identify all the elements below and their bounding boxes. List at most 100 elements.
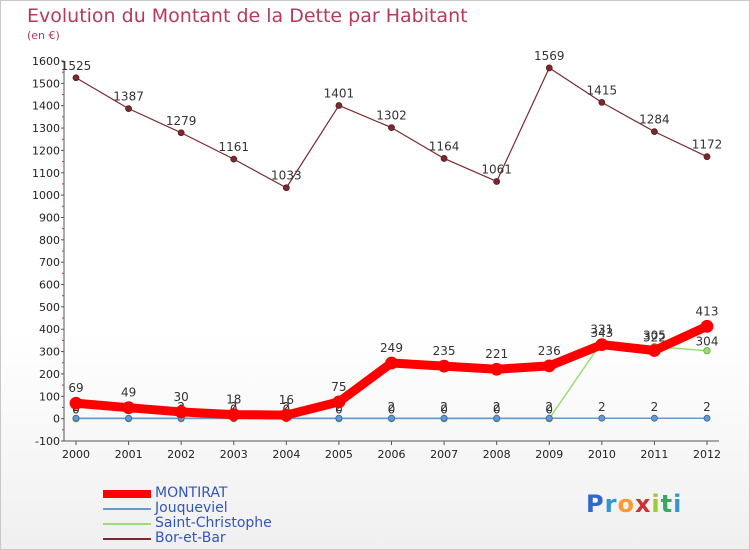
data-label-montirat: 18 xyxy=(226,393,241,407)
legend-item-montirat: MONTIRAT xyxy=(103,486,272,501)
data-label-montirat: 75 xyxy=(331,380,346,394)
data-label-montirat: 236 xyxy=(538,344,561,358)
data-label-jouqueviel: 2 xyxy=(703,400,711,414)
data-label-montirat: 235 xyxy=(433,344,456,358)
data-point-montirat xyxy=(279,408,293,422)
x-tick-label: 2009 xyxy=(535,448,563,461)
x-tick-label: 2003 xyxy=(220,448,248,461)
x-tick-label: 2006 xyxy=(378,448,406,461)
y-tick-label: 400 xyxy=(39,323,60,336)
y-tick-label: -100 xyxy=(35,435,60,448)
data-point-montirat xyxy=(490,362,504,376)
data-point-bor-et-bar xyxy=(388,124,395,132)
legend-label: MONTIRAT xyxy=(155,485,228,501)
legend-item-jouqueviel: Jouqueviel xyxy=(103,501,272,516)
legend-item-saint-christophe: Saint-Christophe xyxy=(103,516,272,531)
legend-label: Jouqueviel xyxy=(155,500,228,516)
y-tick-label: 200 xyxy=(39,368,60,381)
x-tick-label: 2000 xyxy=(62,448,90,461)
data-point-montirat xyxy=(648,344,661,357)
data-label-saint-christophe: 0 xyxy=(440,403,448,417)
y-tick-label: 1600 xyxy=(32,55,60,68)
data-label-bor-et-bar: 1401 xyxy=(324,86,355,100)
chart-title: Evolution du Montant de la Dette par Hab… xyxy=(27,5,468,27)
data-point-jouqueviel xyxy=(703,414,711,422)
data-point-montirat xyxy=(437,359,451,373)
data-label-bor-et-bar: 1033 xyxy=(271,169,302,183)
data-point-jouqueviel xyxy=(598,414,606,422)
data-label-montirat: 49 xyxy=(121,386,136,400)
x-tick-label: 2002 xyxy=(167,448,195,461)
data-label-saint-christophe: 0 xyxy=(388,403,396,417)
legend-label: Saint-Christophe xyxy=(155,515,272,531)
data-label-saint-christophe: 322 xyxy=(643,331,666,345)
data-point-montirat xyxy=(595,338,609,352)
x-tick-label: 2012 xyxy=(693,448,721,461)
data-label-montirat: 305 xyxy=(643,328,666,342)
data-point-bor-et-bar xyxy=(282,184,290,192)
y-tick-label: 1000 xyxy=(32,189,60,202)
data-point-montirat xyxy=(174,405,188,419)
data-point-montirat xyxy=(69,396,83,410)
legend-item-bor-et-bar: Bor-et-Bar xyxy=(103,531,272,546)
logo-letter: r xyxy=(604,490,618,518)
data-point-montirat xyxy=(542,359,556,373)
x-tick-label: 2010 xyxy=(588,448,616,461)
x-tick-label: 2008 xyxy=(483,448,511,461)
x-tick-label: 2011 xyxy=(640,448,668,461)
logo-letter: x xyxy=(634,490,652,518)
y-tick-label: 300 xyxy=(39,346,60,359)
data-label-montirat: 16 xyxy=(279,393,294,407)
data-label-saint-christophe: 0 xyxy=(493,403,501,417)
data-point-bor-et-bar xyxy=(598,98,606,106)
data-label-montirat: 221 xyxy=(485,347,508,361)
data-point-montirat xyxy=(227,408,241,422)
legend-label: Bor-et-Bar xyxy=(155,530,226,546)
data-label-saint-christophe: 343 xyxy=(590,326,613,340)
data-label-jouqueviel: 2 xyxy=(283,400,291,414)
x-tick-label: 2001 xyxy=(115,448,143,461)
data-point-jouqueviel xyxy=(388,414,395,422)
legend-swatch xyxy=(103,522,151,525)
logo-letter: t xyxy=(660,490,674,518)
data-label-bor-et-bar: 1569 xyxy=(534,49,565,63)
data-label-bor-et-bar: 1525 xyxy=(61,59,92,73)
data-label-jouqueviel: 2 xyxy=(493,400,501,414)
logo-letter: o xyxy=(617,490,635,518)
data-label-bor-et-bar: 1164 xyxy=(429,139,460,153)
data-label-montirat: 331 xyxy=(590,323,613,337)
data-label-bor-et-bar: 1172 xyxy=(692,138,723,152)
data-point-bor-et-bar xyxy=(493,178,501,185)
y-tick-label: 1400 xyxy=(32,100,60,113)
y-tick-label: 700 xyxy=(39,256,60,269)
data-label-bor-et-bar: 1302 xyxy=(376,109,407,123)
legend-swatch xyxy=(103,537,151,540)
data-point-bor-et-bar xyxy=(72,74,80,82)
y-tick-label: 1200 xyxy=(32,144,60,157)
data-point-montirat xyxy=(385,356,398,370)
chart-legend: MONTIRAT Jouqueviel Saint-Christophe Bor-et… xyxy=(103,486,272,546)
x-tick-label: 2004 xyxy=(272,448,300,461)
y-tick-label: 0 xyxy=(53,413,60,426)
data-label-bor-et-bar: 1279 xyxy=(166,114,197,128)
data-point-jouqueviel xyxy=(125,414,132,422)
data-point-bor-et-bar xyxy=(440,155,448,162)
data-point-bor-et-bar xyxy=(177,129,185,137)
data-point-bor-et-bar xyxy=(651,128,658,136)
data-label-jouqueviel: 2 xyxy=(545,400,553,414)
data-label-saint-christophe: 0 xyxy=(335,403,343,417)
data-point-jouqueviel xyxy=(72,414,80,422)
y-tick-label: 800 xyxy=(39,234,60,247)
logo-letter: i xyxy=(673,490,683,518)
legend-swatch xyxy=(103,507,151,510)
data-point-montirat xyxy=(122,401,135,415)
data-label-montirat: 249 xyxy=(380,341,403,355)
y-tick-label: 100 xyxy=(39,390,60,403)
x-tick-label: 2005 xyxy=(325,448,353,461)
data-point-saint-christophe xyxy=(703,347,711,355)
data-point-montirat xyxy=(700,319,714,333)
data-label-saint-christophe: 0 xyxy=(545,403,553,417)
data-point-bor-et-bar xyxy=(703,153,711,161)
